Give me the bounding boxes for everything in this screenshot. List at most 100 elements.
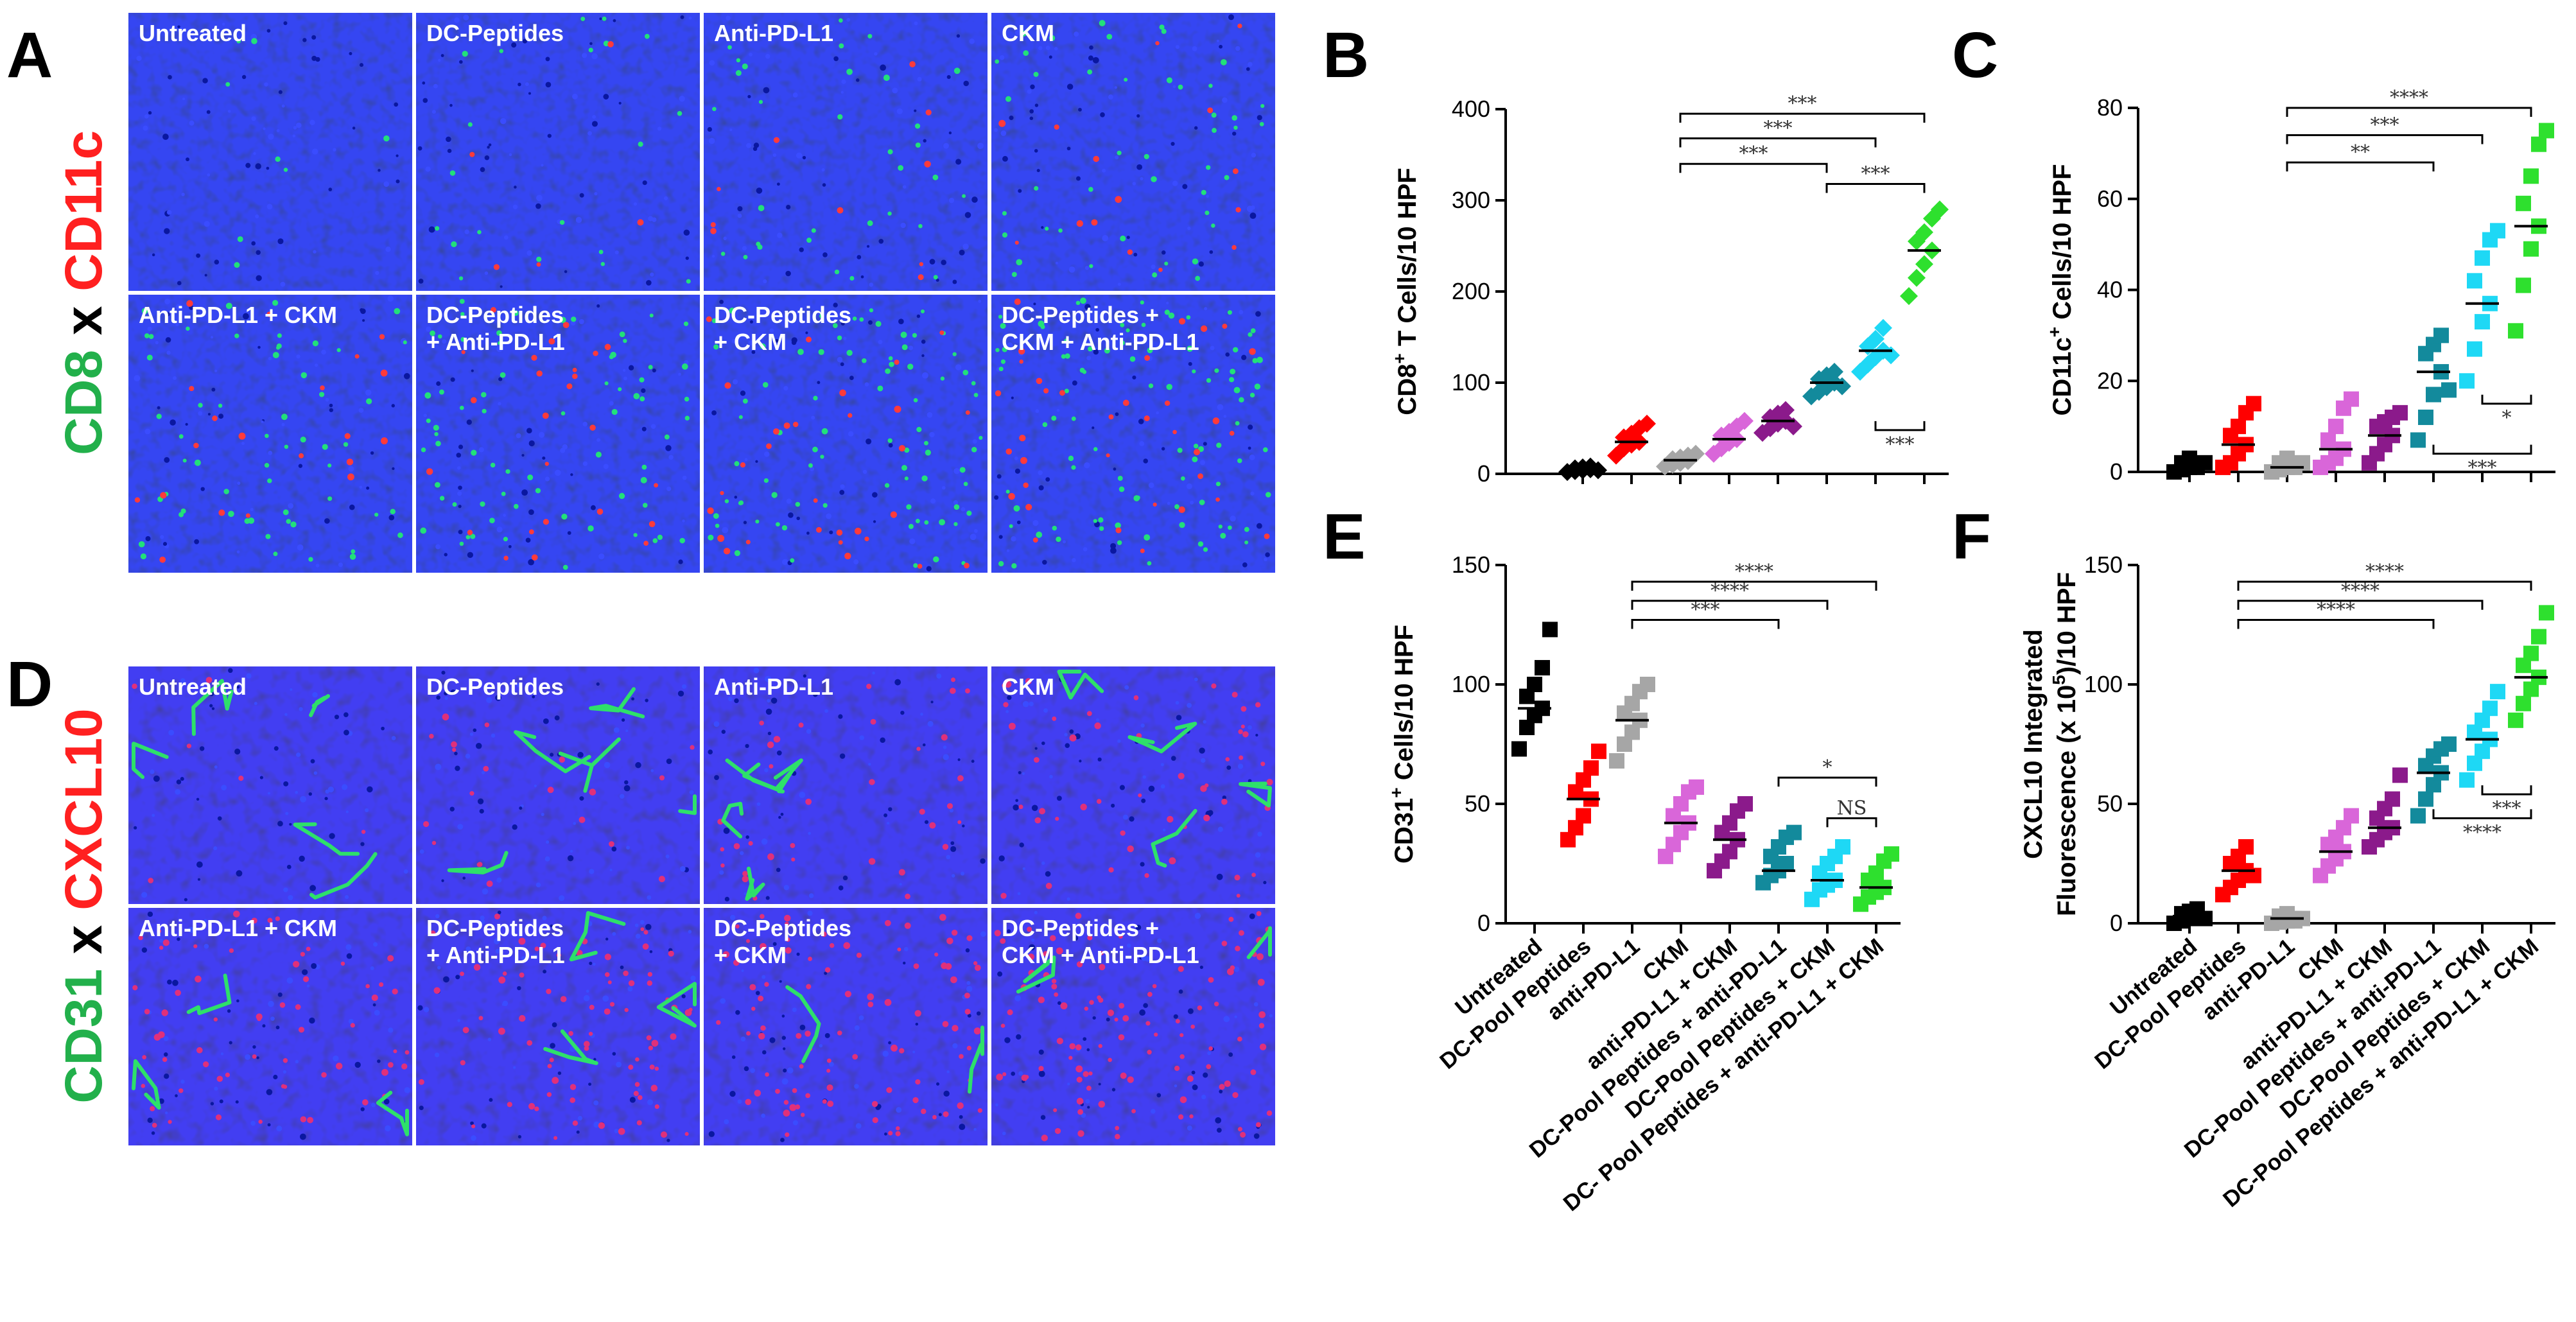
data-point — [2523, 645, 2539, 661]
micrograph-tile: Anti-PD-L1 — [704, 13, 988, 291]
nucleus-dot — [955, 364, 962, 370]
red-signal — [470, 397, 477, 404]
vessel-signal — [721, 801, 744, 839]
red-signal — [796, 1032, 802, 1039]
nucleus-dot — [1095, 327, 1099, 332]
red-signal — [649, 1065, 655, 1070]
nucleus-dot — [1086, 1048, 1090, 1052]
data-point — [2516, 195, 2531, 211]
nucleus-dot — [1256, 523, 1262, 529]
nucleus-dot — [277, 821, 283, 827]
red-signal — [371, 994, 378, 1002]
red-signal — [161, 1009, 168, 1016]
nucleus-dot — [1167, 501, 1171, 505]
red-signal — [899, 1048, 905, 1054]
vessel-signal — [745, 866, 765, 901]
nucleus-dot — [723, 236, 727, 241]
cd8-signal — [683, 321, 689, 326]
nucleus-dot — [1108, 94, 1113, 100]
red-signal — [1005, 448, 1013, 455]
nucleus-dot — [1141, 955, 1147, 961]
cd8-signal — [178, 512, 184, 517]
red-signal — [1127, 845, 1134, 853]
nucleus-dot — [542, 456, 546, 460]
red-signal — [808, 957, 812, 961]
cd8-signal — [1231, 115, 1238, 121]
cd8-signal — [1144, 534, 1151, 541]
nucleus-dot — [250, 1120, 256, 1126]
red-signal — [1108, 1057, 1113, 1063]
nucleus-dot — [360, 308, 366, 314]
red-signal — [552, 1077, 559, 1084]
red-signal — [773, 137, 780, 143]
significance-label: *** — [1886, 433, 1915, 456]
nucleus-dot — [641, 426, 647, 431]
cd8-signal — [1199, 500, 1205, 505]
y-tick-label: 40 — [2097, 277, 2123, 303]
nucleus-dot — [236, 685, 240, 689]
red-signal — [964, 562, 970, 569]
red-signal — [266, 311, 272, 317]
nucleus-dot — [1140, 177, 1144, 180]
red-signal — [431, 840, 437, 846]
nucleus-dot — [996, 474, 1002, 479]
red-signal — [827, 1100, 834, 1108]
nucleus-dot — [731, 1055, 736, 1059]
nucleus-dot — [868, 763, 871, 766]
nucleus-dot — [943, 745, 947, 749]
red-signal — [218, 509, 225, 516]
red-signal — [1054, 1127, 1061, 1135]
data-point — [2392, 767, 2408, 783]
red-signal — [1004, 681, 1012, 688]
cd8-signal — [649, 313, 654, 318]
red-signal — [642, 943, 649, 950]
y-tick-label: 20 — [2097, 367, 2123, 394]
nucleus-dot — [175, 1094, 178, 1097]
nucleus-dot — [599, 17, 602, 21]
nucleus-dot — [511, 42, 517, 48]
cd8-signal — [500, 372, 506, 378]
nucleus-dot — [1192, 1084, 1198, 1090]
nucleus-dot — [1084, 462, 1090, 469]
nucleus-dot — [496, 345, 503, 352]
nucleus-dot — [458, 485, 462, 490]
significance-bracket — [1679, 162, 1828, 173]
nucleus-dot — [289, 822, 292, 826]
cd8-signal — [225, 302, 232, 309]
nucleus-dot — [729, 1090, 736, 1097]
nucleus-dot — [767, 699, 770, 703]
tile-label: Anti-PD-L1 — [714, 674, 833, 700]
nucleus-dot — [457, 491, 462, 496]
data-point — [2328, 419, 2344, 435]
nucleus-dot — [425, 166, 431, 172]
red-signal — [973, 1027, 981, 1035]
red-signal — [1194, 449, 1201, 456]
cd8-signal — [1239, 397, 1244, 403]
nucleus-dot — [791, 340, 797, 345]
nucleus-dot — [943, 754, 950, 760]
red-signal — [205, 677, 213, 683]
nucleus-dot — [922, 372, 928, 379]
cd8-signal — [1115, 522, 1121, 529]
cd8-signal — [1164, 309, 1170, 315]
y-axis-title: Fluorescence (x 105)/10 HPF — [2049, 572, 2081, 916]
nucleus-dot — [301, 926, 306, 931]
nucleus-dot — [1033, 302, 1036, 306]
micrograph-tile: CKM — [991, 666, 1275, 904]
cd8-signal — [1211, 223, 1215, 228]
red-signal — [766, 443, 772, 449]
nucleus-dot — [1034, 149, 1038, 153]
nucleus-dot — [731, 339, 736, 344]
tile-label: + CKM — [714, 942, 787, 968]
cd8-signal — [795, 501, 801, 507]
nucleus-dot — [496, 877, 502, 883]
nucleus-dot — [466, 419, 472, 425]
nucleus-dot — [588, 1083, 592, 1086]
nucleus-dot — [866, 245, 870, 248]
red-signal — [1249, 348, 1256, 355]
nucleus-dot — [419, 849, 424, 854]
y-tick-label: 150 — [2084, 552, 2123, 578]
red-signal — [560, 996, 567, 1002]
nucleus-dot — [1072, 380, 1077, 386]
red-signal — [1197, 473, 1203, 480]
